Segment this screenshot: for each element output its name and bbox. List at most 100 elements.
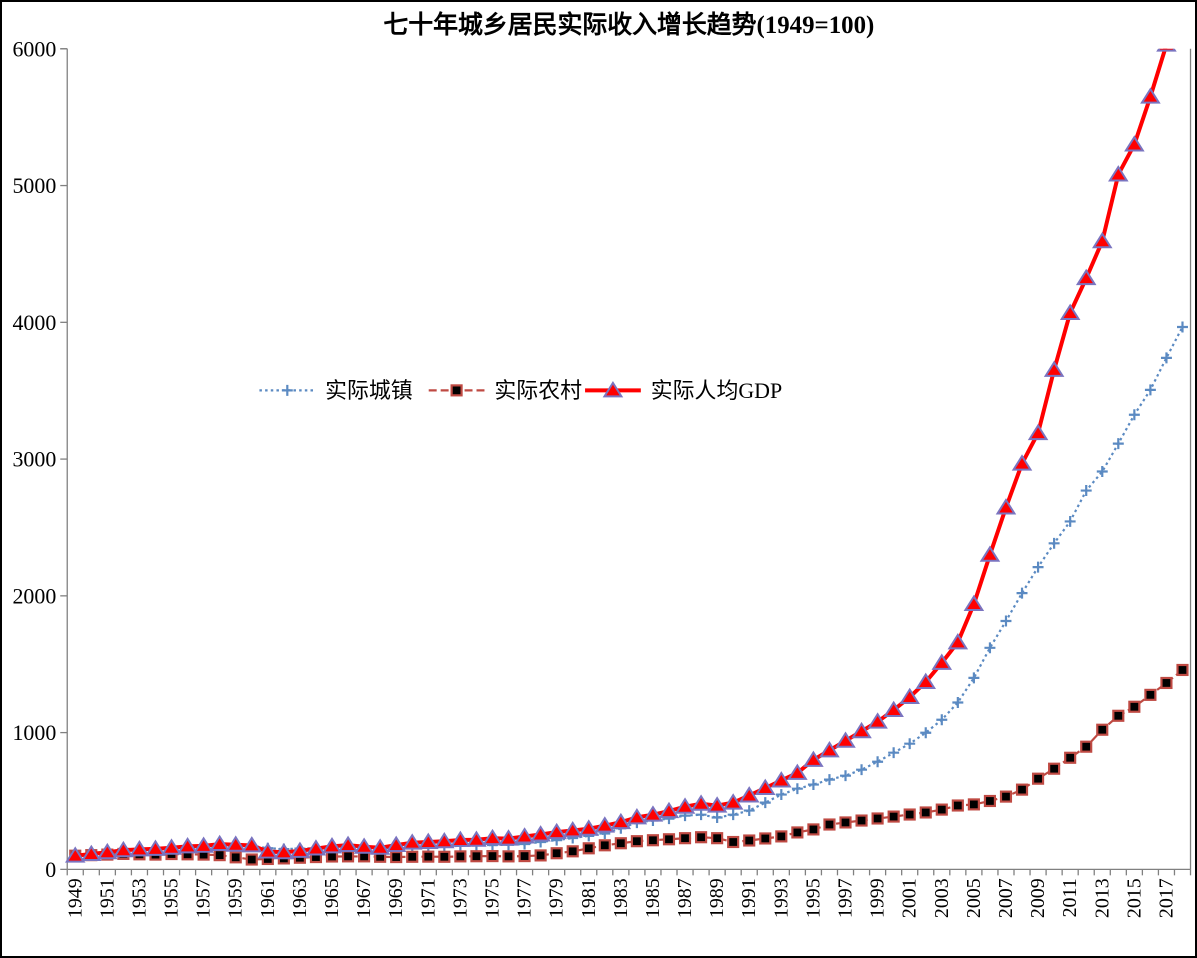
gdp-marker [1156, 48, 1177, 52]
gdp-marker [706, 796, 728, 813]
x-tick-label: 1989 [706, 878, 728, 918]
rural-marker [823, 818, 836, 831]
urban-marker [840, 770, 851, 782]
urban-marker [1096, 466, 1108, 478]
rural-marker [743, 834, 756, 847]
gdp-marker [947, 633, 969, 650]
rural-marker [534, 849, 547, 862]
gdp-marker [738, 786, 760, 803]
rural-marker [983, 794, 997, 808]
legend-label-rural: 实际农村 [494, 378, 582, 403]
gdp-marker [353, 837, 375, 854]
urban-marker [743, 805, 755, 817]
rural-marker [454, 850, 467, 863]
gdp-marker [995, 498, 1017, 515]
gdp-marker [241, 836, 263, 853]
gdp-marker [1059, 303, 1081, 320]
urban-marker [775, 789, 787, 801]
gdp-marker [562, 821, 583, 838]
rural-marker [951, 799, 964, 812]
x-tick-label: 1959 [225, 878, 247, 918]
rural-marker [582, 842, 595, 855]
gdp-marker [642, 805, 664, 822]
y-tick-label: 3000 [12, 447, 56, 472]
gdp-marker [64, 846, 86, 863]
y-tick-label: 6000 [12, 36, 56, 61]
gdp-marker [530, 825, 551, 842]
y-tick-label: 4000 [12, 310, 56, 335]
gdp-marker [113, 840, 134, 858]
series-rural-line [75, 669, 1184, 861]
gdp-marker [1124, 135, 1145, 152]
rural-marker [438, 850, 451, 863]
rural-marker [791, 826, 804, 839]
rural-marker [1144, 688, 1157, 701]
series-urban [69, 321, 1188, 862]
rural-marker [245, 853, 258, 866]
rural-marker [341, 850, 355, 863]
rural-marker [614, 837, 627, 850]
x-tick-label: 1983 [610, 878, 632, 918]
rural-marker [759, 832, 772, 845]
x-tick-label: 2015 [1123, 878, 1145, 918]
legend: 实际城镇 实际农村 实际人均GDP [259, 378, 782, 403]
gdp-marker [225, 835, 246, 852]
urban-marker [1000, 615, 1012, 627]
urban-marker [1016, 587, 1028, 599]
gdp-marker [1075, 268, 1097, 286]
gdp-marker [273, 842, 295, 860]
gdp-marker [851, 721, 872, 739]
rural-marker [839, 816, 852, 829]
rural-marker [502, 850, 515, 863]
gdp-marker [819, 741, 840, 758]
gdp-marker [1091, 231, 1113, 249]
rural-marker [1112, 709, 1125, 722]
rural-marker [213, 849, 226, 862]
gdp-marker [385, 835, 407, 852]
rural-marker [1080, 740, 1093, 753]
x-tick-label: 1953 [128, 878, 150, 918]
gdp-marker [129, 840, 150, 857]
urban-marker [807, 779, 819, 791]
gdp-marker [434, 831, 455, 849]
rural-marker [550, 847, 563, 860]
x-tick-label: 1985 [642, 878, 664, 918]
urban-marker [1144, 384, 1156, 396]
legend-item-urban: 实际城镇 [259, 378, 413, 403]
rural-marker [390, 850, 403, 864]
chart-title: 七十年城乡居民实际收入增长趋势(1949=100) [383, 10, 874, 39]
x-tick-label: 1955 [161, 878, 183, 918]
y-tick-label: 1000 [12, 720, 56, 745]
gdp-marker [369, 838, 391, 855]
series-rural [69, 663, 1189, 866]
gdp-marker [690, 794, 712, 811]
urban-marker [888, 747, 900, 759]
urban-marker [695, 809, 707, 821]
urban-marker [823, 774, 835, 786]
x-tick-label: 1973 [449, 878, 471, 918]
rural-marker [678, 832, 692, 845]
gdp-marker [321, 837, 343, 854]
x-tick-label: 1963 [289, 878, 311, 918]
urban-marker [1128, 409, 1140, 421]
rural-marker [935, 803, 948, 816]
x-tick-label: 1991 [738, 878, 760, 918]
urban-marker [984, 642, 996, 654]
urban-marker [872, 756, 884, 768]
rural-marker [695, 831, 708, 844]
x-tick-label: 1961 [257, 878, 279, 918]
x-tick-label: 1969 [385, 878, 407, 918]
legend-label-urban: 实际城镇 [325, 378, 413, 403]
rural-marker [518, 850, 531, 863]
x-tick-label: 1967 [353, 878, 375, 918]
gdp-marker [867, 712, 888, 729]
gdp-marker [915, 672, 937, 689]
rural-marker [1048, 762, 1061, 775]
urban-marker [904, 738, 916, 750]
gdp-marker [803, 750, 824, 767]
rural-marker [662, 833, 676, 846]
x-tick-label: 2009 [1027, 878, 1049, 918]
gdp-marker [835, 731, 856, 748]
gdp-marker [97, 842, 118, 860]
rural-marker [598, 839, 611, 852]
